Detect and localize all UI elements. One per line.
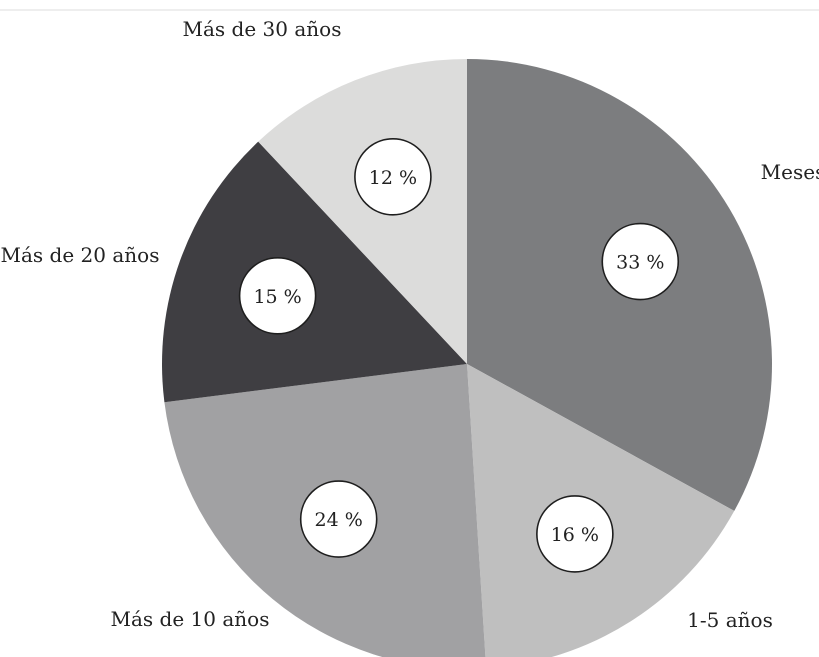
percent-bubble-mas-de-30-anos [354, 138, 432, 216]
slice-mas-de-20-anos [162, 141, 467, 403]
percent-label-mas-de-10-anos: 24 % [315, 509, 363, 531]
category-label-meses: Meses [761, 160, 819, 184]
percent-label-meses: 33 % [616, 252, 664, 274]
percent-bubble-meses [601, 222, 680, 301]
category-label-mas-de-20-anos: Más de 20 años [1, 243, 160, 267]
percent-bubbles: 33 % 16 % 24 % 15 % 12 % [238, 138, 680, 573]
category-label-1-5-anos: 1-5 años [687, 608, 773, 632]
percent-bubble-mas-de-10-anos [299, 480, 378, 558]
category-label-mas-de-30-anos: Más de 30 años [183, 17, 342, 41]
category-label-mas-de-10-anos: Más de 10 años [111, 607, 270, 631]
percent-label-mas-de-20-anos: 15 % [253, 286, 301, 308]
percent-bubble-1-5-anos [536, 495, 614, 573]
percent-bubble-mas-de-20-anos [238, 257, 317, 335]
percent-label-mas-de-30-anos: 12 % [369, 167, 417, 189]
pie-slices [162, 58, 772, 657]
slice-labels: Meses 1-5 años Más de 10 años Más de 20 año… [1, 17, 819, 632]
slice-mas-de-30-anos [258, 58, 467, 364]
percent-label-1-5-anos: 16 % [551, 524, 599, 546]
